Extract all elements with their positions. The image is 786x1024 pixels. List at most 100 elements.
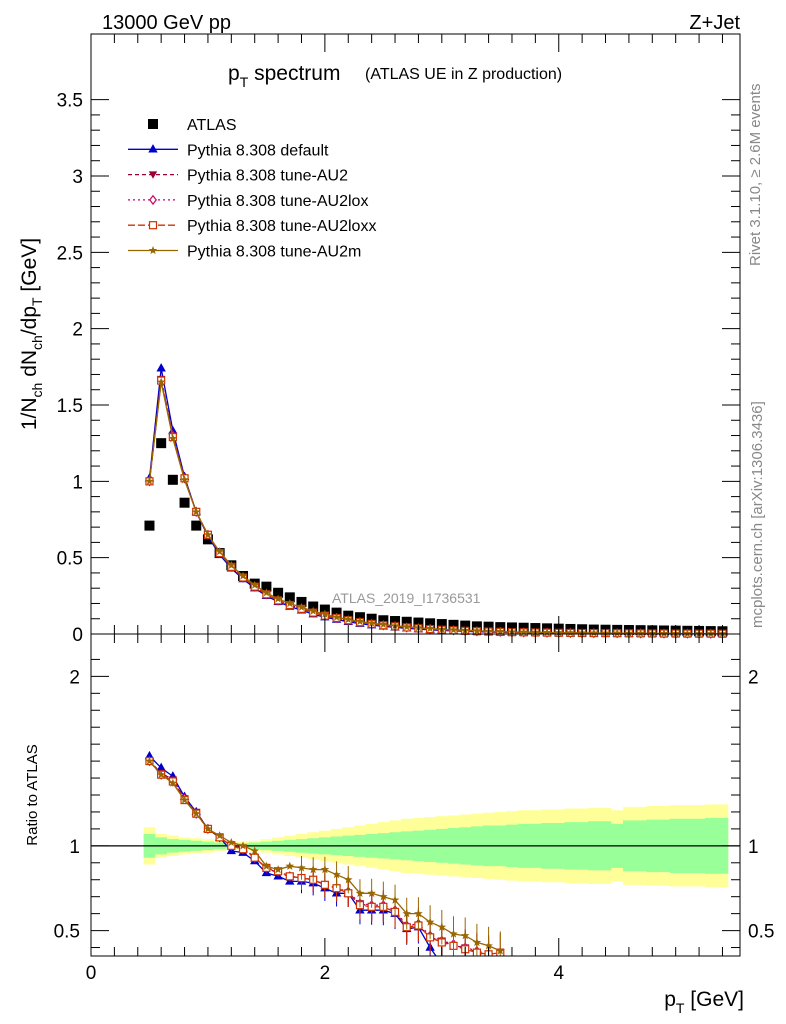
data-point <box>156 363 166 372</box>
ratio-ytick-label-right: 2 <box>748 667 759 688</box>
ratio-point <box>367 888 376 897</box>
data-point <box>589 628 599 637</box>
legend-item: Pythia 8.308 default <box>128 142 329 159</box>
ratio-panel: 0.5 0.5 1 1 2 2 0 2 4 Ratio to ATLAS pT [GeV] <box>24 633 774 1016</box>
ratio-point <box>145 756 154 765</box>
main-ytick-label: 0 <box>72 625 83 646</box>
data-point <box>167 474 178 485</box>
ratio-point <box>460 931 470 940</box>
data-point <box>659 628 669 638</box>
ratio-frame <box>90 633 741 957</box>
x-axis-label: pT [GeV] <box>664 988 744 1016</box>
main-ytick-label: 2 <box>72 320 83 341</box>
data-point <box>402 622 412 631</box>
data-point <box>519 627 528 636</box>
legend-marker <box>149 194 157 206</box>
legend-item: Pythia 8.308 tune-AU2m <box>128 244 361 261</box>
data-point <box>319 604 330 615</box>
data-point <box>566 628 575 637</box>
ratio-ytick-label-right: 0.5 <box>748 922 774 943</box>
data-point <box>191 507 201 516</box>
data-point <box>413 617 424 628</box>
data-point <box>355 616 365 626</box>
svg-text:1/Nch dNch/dpT [GeV]: 1/Nch dNch/dpT [GeV] <box>18 238 45 430</box>
ratio-point <box>320 880 329 889</box>
x-axis-label-main: p <box>664 988 676 1011</box>
ratio-point <box>425 917 435 926</box>
legend-item: Pythia 8.308 tune-AU2lox <box>128 193 368 210</box>
data-point <box>308 601 319 612</box>
legend-label: Pythia 8.308 tune-AU2 <box>187 168 348 185</box>
ratio-point <box>227 837 236 847</box>
legend-item: ATLAS <box>148 117 237 134</box>
data-point <box>168 425 178 435</box>
ratio-point <box>472 937 482 947</box>
ratio-ytick-label: 0.5 <box>54 922 80 943</box>
ratio-point <box>262 861 271 870</box>
xtick-label: 4 <box>553 963 564 984</box>
plot-title-sub: T <box>240 74 249 90</box>
legend-marker <box>148 144 158 153</box>
ratio-series-4 <box>145 756 505 956</box>
main-ytick-label: 0.5 <box>57 549 83 570</box>
data-point <box>261 581 272 592</box>
ratio-point <box>390 895 400 904</box>
process-label: Z+Jet <box>689 12 740 34</box>
ratio-series-group <box>144 750 505 967</box>
xtick-label: 2 <box>320 963 331 984</box>
main-ylabel: 1/Nch dNch/dpT [GeV] <box>18 238 45 430</box>
ratio-point <box>238 841 248 850</box>
legend-label: Pythia 8.308 tune-AU2lox <box>187 193 368 210</box>
xtick-label: 0 <box>86 963 97 984</box>
data-point <box>401 616 412 627</box>
data-point <box>156 438 167 449</box>
data-point <box>425 624 435 633</box>
ratio-point <box>332 870 341 879</box>
main-x-ticks <box>90 34 723 634</box>
main-ytick-label: 3.5 <box>57 91 83 112</box>
plot-title: pT spectrum <box>228 62 340 90</box>
legend-label: Pythia 8.308 tune-AU2loxx <box>187 218 376 235</box>
ratio-y-ticks: 0.5 0.5 1 1 2 2 <box>54 658 774 949</box>
data-point <box>250 580 259 589</box>
data-point <box>227 560 236 569</box>
mcplots-label: mcplots.cern.ch [arXiv:1306.3436] <box>749 401 766 628</box>
legend: ATLAS Pythia 8.308 default Pythia 8.308 tu… <box>128 117 376 261</box>
data-point <box>448 619 459 630</box>
ratio-point <box>156 762 166 772</box>
ratio-point <box>449 929 458 938</box>
data-point <box>472 626 482 635</box>
data-point <box>612 628 622 637</box>
legend-marker <box>148 221 158 230</box>
data-point <box>332 612 341 621</box>
data-point <box>285 598 295 608</box>
data-point <box>706 629 716 638</box>
legend-marker <box>148 119 158 129</box>
x-axis-label-rest: [GeV] <box>684 988 744 1011</box>
plot-subtitle: (ATLAS UE in Z production) <box>365 66 562 83</box>
ratio-point <box>180 795 189 804</box>
legend-marker <box>148 171 158 179</box>
ratio-point <box>437 959 446 967</box>
ratio-point <box>250 853 259 862</box>
data-point <box>203 530 213 539</box>
plot-title-main: p <box>228 62 240 85</box>
data-point <box>297 602 306 611</box>
ratio-point <box>273 865 283 874</box>
data-point <box>296 596 307 607</box>
ratio-point <box>402 909 412 918</box>
data-point <box>144 520 155 531</box>
ratio-x-ticks: 0 2 4 <box>86 634 723 984</box>
main-y-ticks: 0 0.5 1 1.5 2 2.5 3 3.5 <box>57 91 740 646</box>
plot-title-rest: spectrum <box>248 62 340 85</box>
data-point <box>156 377 166 386</box>
main-ytick-label: 1.5 <box>57 396 83 417</box>
ratio-ytick-label-right: 1 <box>748 837 759 858</box>
data-point <box>343 615 353 624</box>
main-ytick-label: 1 <box>72 472 83 493</box>
ratio-point <box>297 863 306 872</box>
ratio-point <box>203 824 213 833</box>
ratio-ylabel: Ratio to ATLAS <box>24 744 41 845</box>
ratio-point <box>168 778 178 787</box>
ratio-plot-area <box>91 750 740 967</box>
